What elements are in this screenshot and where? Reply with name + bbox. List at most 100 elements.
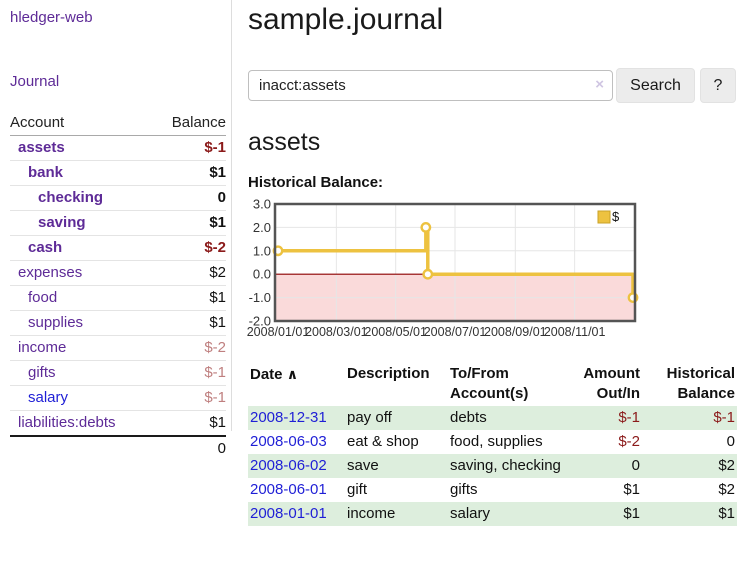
sidebar-account-expenses[interactable]: expenses [18, 264, 83, 281]
transaction-date-link[interactable]: 2008-12-31 [250, 409, 327, 426]
sidebar-account-supplies[interactable]: supplies [28, 314, 84, 331]
svg-text:2008/07/01: 2008/07/01 [424, 325, 487, 339]
transaction-amount: $-2 [618, 433, 640, 450]
sidebar-account-saving[interactable]: saving [38, 214, 86, 231]
account-balance: $-1 [204, 389, 226, 406]
transaction-accounts: saving, checking [448, 454, 566, 478]
sidebar-account-row: supplies $1 [10, 311, 226, 336]
transaction-row: 2008-06-02 save saving, checking 0 $2 [248, 454, 737, 478]
search-bar: × Search ? [248, 68, 742, 104]
search-button[interactable]: Search [616, 68, 695, 103]
chart-heading: Historical Balance: [248, 174, 384, 191]
svg-text:1.0: 1.0 [253, 243, 271, 258]
svg-text:-1.0: -1.0 [249, 290, 271, 305]
account-balance: $1 [209, 214, 226, 231]
sidebar-account-food[interactable]: food [28, 289, 58, 306]
transaction-balance: $-1 [642, 406, 737, 430]
sidebar-account-checking[interactable]: checking [38, 189, 104, 206]
transaction-amount: $1 [623, 481, 640, 498]
account-balance: $1 [209, 164, 226, 181]
account-balance: $-1 [204, 139, 226, 156]
account-balance: 0 [217, 189, 226, 206]
transaction-balance: $2 [718, 481, 735, 498]
transaction-date-link[interactable]: 2008-01-01 [250, 505, 327, 522]
register-table: Date ∧ Description To/From Account(s) Am… [248, 362, 737, 526]
svg-text:2008/01/01: 2008/01/01 [247, 325, 310, 339]
transaction-date-link[interactable]: 2008-06-02 [250, 457, 327, 474]
sidebar-account-gifts[interactable]: gifts [28, 364, 56, 381]
account-balance: $1 [209, 414, 226, 431]
main-content: sample.journal × Search ? assets Histori… [247, 0, 742, 582]
transaction-accounts: debts [448, 406, 566, 430]
accounts-table-header: Account Balance [10, 111, 226, 136]
transaction-description: pay off [345, 406, 448, 430]
svg-text:2008/03/01: 2008/03/01 [305, 325, 368, 339]
transaction-description: eat & shop [347, 433, 419, 450]
transaction-date-cell: 2008-06-03 [248, 430, 345, 454]
sidebar-account-row: assets $-1 [10, 136, 226, 161]
sidebar-account-row: cash $-2 [10, 236, 226, 261]
svg-text:2.0: 2.0 [253, 220, 271, 235]
transaction-date-cell: 2008-06-01 [248, 478, 345, 502]
sidebar-account-row: bank $1 [10, 161, 226, 186]
sidebar-account-income[interactable]: income [18, 339, 67, 356]
balance-header-line2: Balance [677, 385, 735, 402]
transaction-accounts: food, supplies [450, 433, 543, 450]
page-title: sample.journal [248, 3, 444, 36]
sidebar-account-row: checking 0 [10, 186, 226, 211]
account-balance: $-2 [204, 339, 226, 356]
help-button[interactable]: ? [700, 68, 736, 103]
transaction-balance: $2 [642, 454, 737, 478]
sidebar-account-row: saving $1 [10, 211, 226, 236]
register-header-row: Date ∧ Description To/From Account(s) Am… [248, 362, 737, 406]
transaction-description: save [345, 454, 448, 478]
transaction-description: income [345, 502, 448, 526]
sidebar-item-journal[interactable]: Journal [10, 73, 60, 90]
sidebar-divider [231, 0, 232, 431]
svg-text:2008/09/01: 2008/09/01 [484, 325, 547, 339]
account-balance: $1 [209, 289, 226, 306]
date-header-label: Date [250, 366, 283, 383]
column-header-amount: Amount Out/In [566, 362, 642, 406]
sidebar-account-liabilities-debts[interactable]: liabilities:debts [18, 414, 116, 431]
sort-ascending-icon: ∧ [286, 366, 299, 382]
accounts-total-row: 0 [10, 435, 226, 461]
amount-header-line2: Out/In [596, 385, 640, 402]
sidebar-account-cash[interactable]: cash [28, 239, 63, 256]
accounts-header-line2: Account(s) [450, 385, 529, 402]
sidebar-account-row: liabilities:debts $1 [10, 411, 226, 436]
svg-text:0.0: 0.0 [253, 267, 271, 282]
accounts-header-balance: Balance [171, 114, 226, 131]
app-brand-link[interactable]: hledger-web [10, 9, 93, 26]
transaction-row: 2008-06-03 eat & shop food, supplies $-2… [248, 430, 737, 454]
search-input[interactable] [248, 70, 613, 101]
transaction-row: 2008-12-31 pay off debts $-1 $-1 [248, 406, 737, 430]
transaction-row: 2008-06-01 gift gifts $1 $2 [248, 478, 737, 502]
sidebar-account-row: gifts $-1 [10, 361, 226, 386]
column-header-date[interactable]: Date ∧ [248, 362, 345, 406]
accounts-total-balance: 0 [217, 440, 226, 457]
historical-balance-chart: $3.0 2.0 1.0 0.0 -1.0 -2.02008/01/012008/03/0… [247, 197, 639, 339]
amount-header-line1: Amount [583, 365, 640, 382]
account-balance: $-2 [204, 239, 226, 256]
svg-text:-2.0: -2.0 [249, 314, 271, 329]
transaction-balance: $1 [642, 502, 737, 526]
column-header-accounts: To/From Account(s) [448, 362, 566, 406]
transaction-balance: 0 [726, 433, 735, 450]
account-balance: $2 [209, 264, 226, 281]
transaction-amount: $1 [566, 502, 642, 526]
transaction-row: 2008-01-01 income salary $1 $1 [248, 502, 737, 526]
transaction-date-link[interactable]: 2008-06-01 [250, 481, 327, 498]
transaction-description: gift [347, 481, 368, 498]
accounts-table: Account Balance assets $-1 bank $1 check… [10, 111, 226, 461]
sidebar-account-salary[interactable]: salary [28, 389, 69, 406]
clear-search-icon[interactable]: × [595, 76, 604, 93]
sidebar: hledger-web Journal Account Balance asse… [10, 0, 226, 461]
sidebar-account-bank[interactable]: bank [28, 164, 64, 181]
account-balance: $1 [209, 314, 226, 331]
sidebar-account-row: salary $-1 [10, 386, 226, 411]
transaction-date-link[interactable]: 2008-06-03 [250, 433, 327, 450]
accounts-header-line1: To/From [450, 365, 509, 382]
svg-text:$: $ [612, 209, 620, 224]
sidebar-account-assets[interactable]: assets [18, 139, 65, 156]
